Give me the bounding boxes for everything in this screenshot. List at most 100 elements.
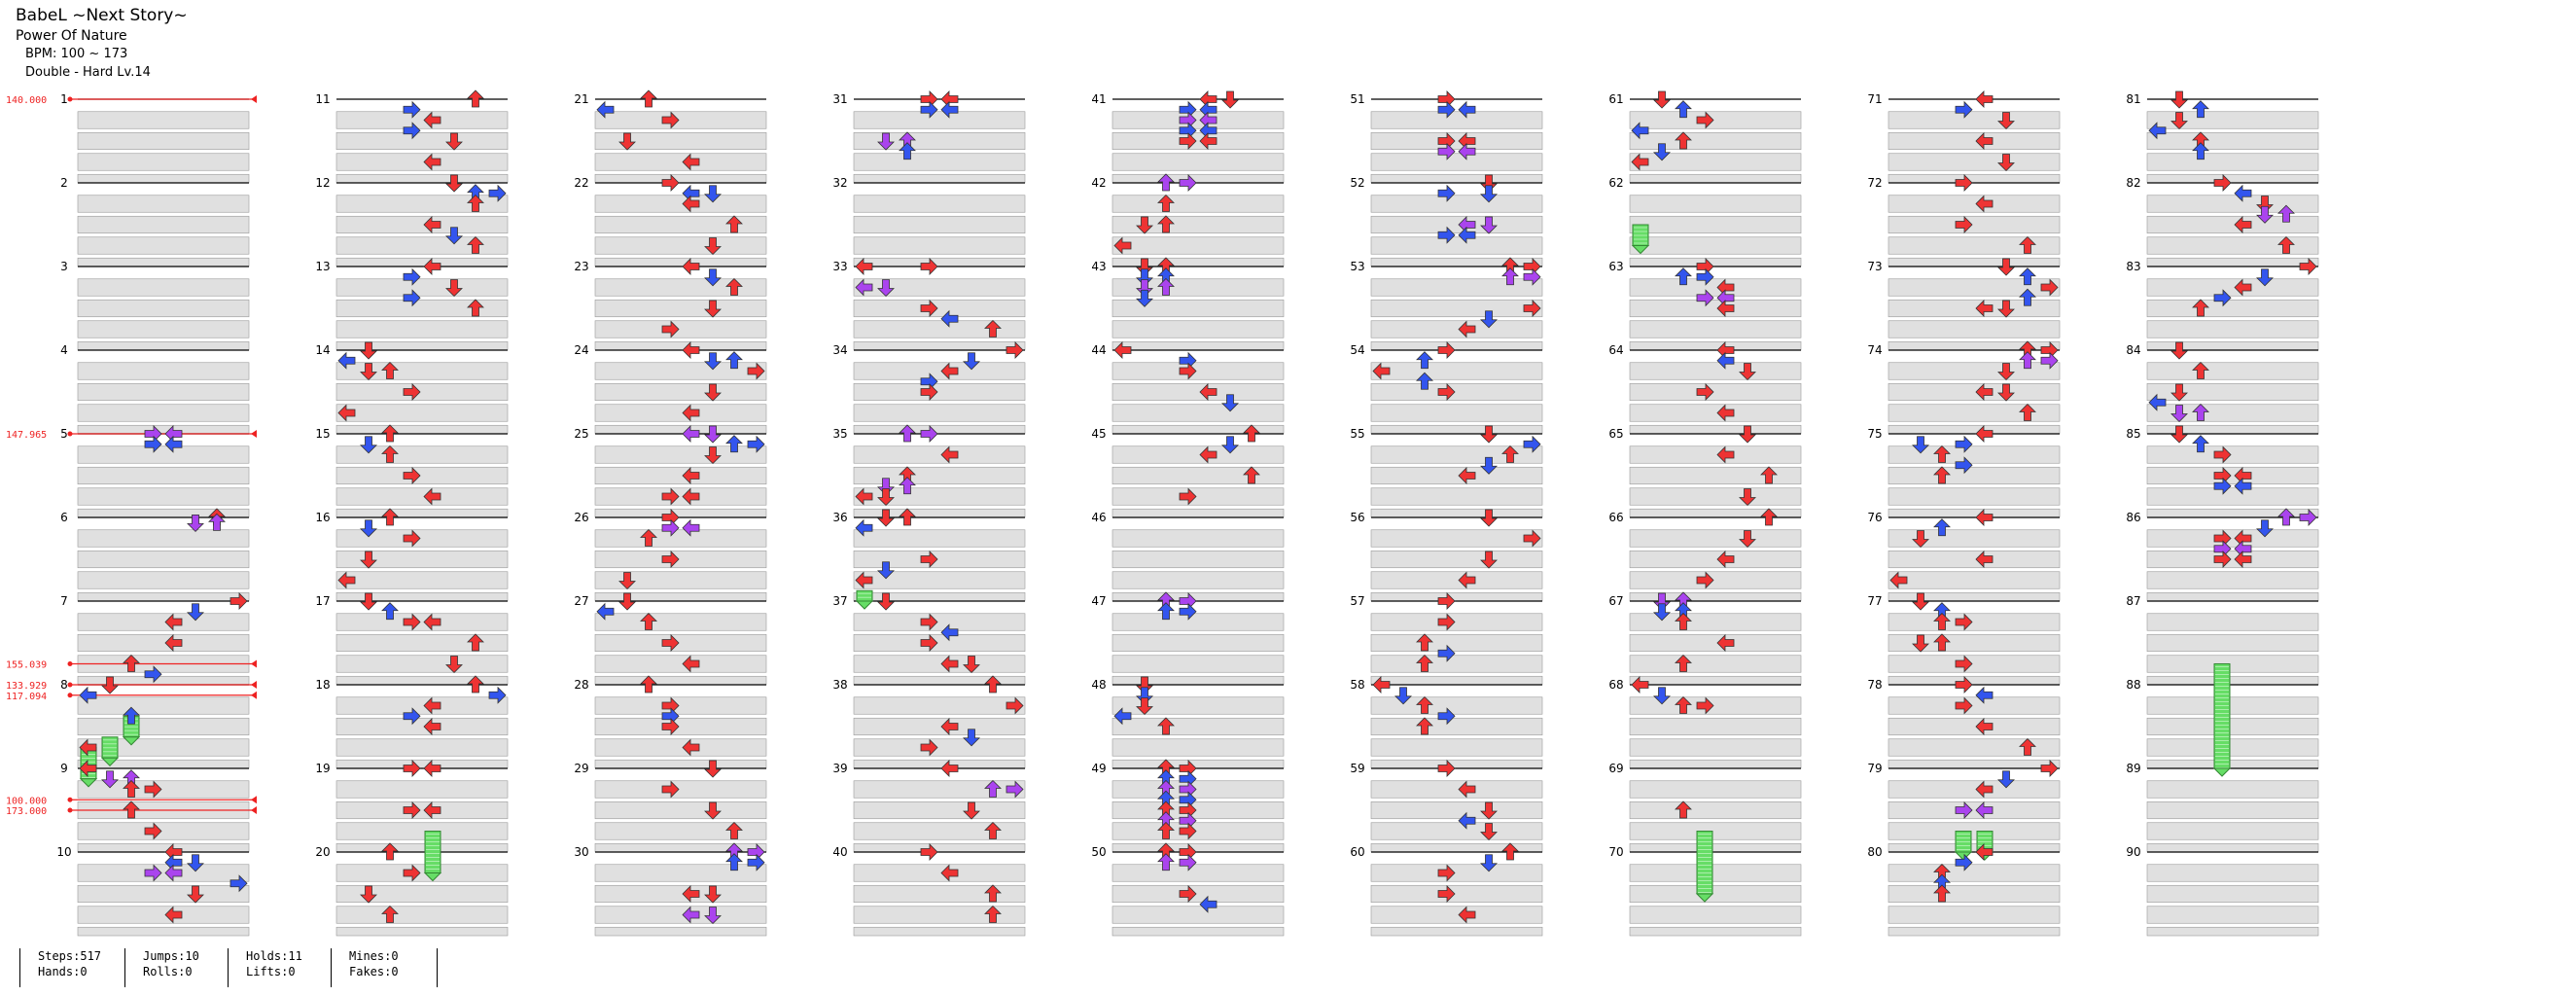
bpm-change-marker-right [251,681,257,689]
beat-band [335,800,509,820]
arrow-left-icon [164,634,183,652]
beat-band [2146,424,2319,435]
beat-band [853,571,1026,589]
arrow-left-icon [2234,184,2252,202]
arrow-left-icon [1975,132,1994,150]
arrow-up-icon [1675,100,1692,119]
arrow-up-icon [381,905,399,923]
arrow-down-icon [2170,90,2188,109]
beat-band [1629,320,1802,338]
arrow-up-icon [1675,654,1692,672]
arrow-left-icon [1975,425,1994,443]
beat-band [2146,675,2319,686]
beat-band [2146,842,2319,853]
measure-number: 81 [2126,92,2140,106]
arrow-up-icon [1501,842,1519,861]
arrow-down-icon [1997,258,2015,276]
beat-band [77,822,250,840]
arrow-up-icon [381,508,399,526]
beat-band [853,424,1026,435]
arrow-right-icon [661,487,680,506]
arrow-down-icon [704,907,722,925]
arrow-right-icon [1006,780,1024,799]
beat-band [1370,173,1543,184]
beat-band [1629,362,1802,380]
arrow-right-icon [661,518,680,537]
beat-band [2146,153,2319,171]
measure-number: 40 [832,845,847,859]
arrow-left-icon [1975,90,1994,108]
arrow-left-icon [1975,195,1994,213]
stats-col-mines: Mines:0 Fakes:0 [331,948,438,987]
arrow-left-icon [940,362,959,380]
arrow-up-icon [2019,235,2036,254]
arrow-left-icon [682,738,700,757]
arrow-up-icon [1416,372,1433,390]
arrow-up-icon [725,853,743,872]
beat-band [1629,215,1802,234]
arrow-right-icon [488,686,507,704]
arrow-left-icon [940,309,959,328]
arrow-right-icon [1437,613,1456,631]
arrow-down-icon [1480,823,1498,841]
arrow-up-icon [725,215,743,233]
beat-band [1888,550,2061,569]
arrow-down-icon [360,885,377,904]
measure-number: 38 [832,678,847,692]
measure-number: 79 [1867,762,1882,775]
beat-band [2146,257,2319,267]
beat-band [594,926,767,937]
beat-band [1888,445,2061,464]
arrow-left-icon [940,623,959,642]
beat-band [1370,445,1543,464]
beat-band [77,257,250,267]
beat-band [594,550,767,569]
beat-band [1888,613,2061,631]
beat-band [1370,424,1543,435]
arrow-down-icon [1653,90,1671,109]
arrow-left-icon [1199,90,1217,108]
beat-band [1370,591,1543,602]
beat-band [335,696,509,715]
arrow-right-icon [1006,341,1024,359]
measure-number: 21 [574,92,588,106]
beat-band [1888,131,2061,151]
measure-number: 86 [2126,511,2140,524]
beat-band [1112,591,1285,602]
arrow-right-icon [747,435,765,453]
beat-band [335,257,509,267]
beat-band [594,675,767,686]
beat-band [1888,173,2061,184]
arrow-up-icon [899,508,916,526]
beat-band [2146,236,2319,255]
beat-band [594,864,767,882]
arrow-left-icon [1458,906,1476,924]
beat-band [2146,822,2319,840]
arrow-left-icon [855,518,873,537]
bpm-change-label: 140.000 [6,95,47,106]
beat-band [1112,633,1285,653]
arrow-up-icon [899,424,916,443]
hold-tail [423,872,442,882]
beat-band [1629,445,1802,464]
measure-number: 16 [315,511,330,524]
hold-tail [1631,245,1650,255]
beat-band [1112,655,1285,673]
beat-band [1370,195,1543,213]
arrow-left-icon [596,100,615,119]
beat-band [853,404,1026,422]
arrow-up-icon [1416,717,1433,735]
measure-number: 29 [574,762,588,775]
arrow-up-icon [467,194,484,212]
arrow-left-icon [1458,780,1476,799]
arrow-left-icon [337,351,356,370]
arrow-right-icon [661,780,680,799]
arrow-up-icon [1243,466,1260,484]
beat-band [594,884,767,904]
arrow-down-icon [1394,687,1412,705]
arrow-down-icon [2256,196,2274,214]
measure-number: 58 [1350,678,1364,692]
arrow-up-icon [2192,435,2209,453]
beat-band [1629,487,1802,506]
arrow-up-icon [381,361,399,379]
